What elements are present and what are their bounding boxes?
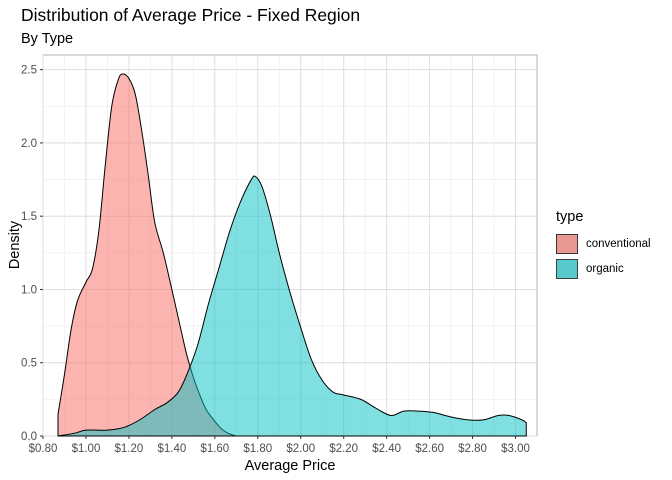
y-tick-label: 2.0 [21, 138, 37, 150]
x-tick-label: $2.20 [329, 443, 358, 455]
x-tick-label: $3.00 [501, 443, 530, 455]
x-tick-label: $1.60 [200, 443, 229, 455]
y-axis-title: Density [7, 220, 23, 269]
y-tick-label: 2.5 [21, 65, 37, 77]
x-tick-label: $1.20 [115, 443, 144, 455]
legend-title: type [556, 209, 584, 225]
x-axis: $0.80 $1.00 $1.20 $1.40 $1.60 $1.80 $2.00 $2.20… [29, 436, 530, 455]
series-layer [57, 73, 527, 437]
legend: type conventional organic [556, 209, 651, 281]
legend-label-conventional: conventional [586, 237, 651, 250]
y-tick-label: 1.0 [21, 284, 37, 296]
density-area-organic [57, 175, 527, 437]
legend-key-organic [556, 258, 578, 279]
legend-key-conventional [556, 233, 578, 254]
legend-item-conventional: conventional [556, 231, 651, 256]
x-tick-label: $2.60 [415, 443, 444, 455]
y-tick-label: 1.5 [21, 211, 37, 223]
x-tick-label: $2.80 [458, 443, 487, 455]
chart-title: Distribution of Average Price - Fixed Re… [21, 5, 361, 25]
x-tick-label: $2.00 [286, 443, 315, 455]
y-axis: 0.0 0.5 1.0 1.5 2.0 2.5 [21, 65, 43, 443]
x-tick-label: $1.80 [243, 443, 272, 455]
y-tick-label: 0.5 [21, 358, 37, 370]
x-tick-label: $0.80 [29, 443, 58, 455]
legend-label-organic: organic [586, 262, 624, 275]
legend-item-organic: organic [556, 256, 651, 281]
x-tick-label: $1.00 [72, 443, 101, 455]
y-tick-label: 0.0 [21, 431, 37, 443]
chart-subtitle: By Type [21, 31, 74, 47]
x-tick-label: $2.40 [372, 443, 401, 455]
x-tick-label: $1.40 [157, 443, 186, 455]
x-axis-title: Average Price [245, 458, 336, 474]
